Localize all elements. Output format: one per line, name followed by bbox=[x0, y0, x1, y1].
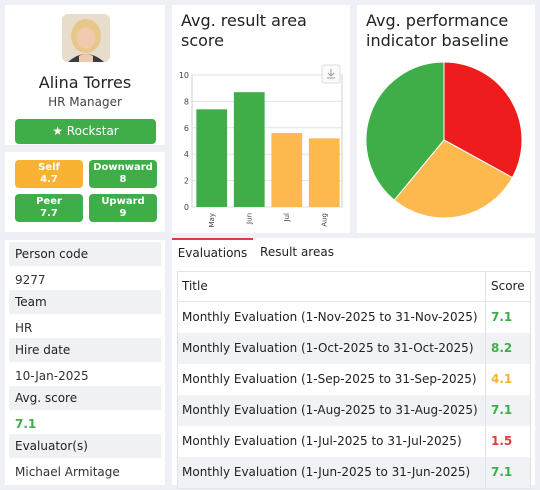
avatar-image bbox=[62, 14, 110, 62]
pie-chart-title: Avg. performance indicator baseline bbox=[366, 11, 509, 50]
x-tick-label: Aug bbox=[320, 213, 328, 227]
stat-downward-label: Downward bbox=[93, 162, 153, 173]
table-row[interactable]: Monthly Evaluation (1-Oct-2025 to 31-Oct… bbox=[177, 333, 531, 364]
person-code-value: 9277 bbox=[15, 273, 46, 287]
column-divider bbox=[485, 426, 486, 457]
y-tick-label: 0 bbox=[184, 203, 189, 212]
stat-upward-value: 9 bbox=[119, 208, 127, 219]
stat-self-label: Self bbox=[38, 162, 60, 173]
column-divider bbox=[485, 457, 486, 488]
row-title: Monthly Evaluation (1-Sep-2025 to 31-Sep… bbox=[182, 372, 477, 386]
chart-menu-icon[interactable] bbox=[321, 64, 341, 84]
table-header-row: Title Score bbox=[177, 271, 531, 302]
result-area-chart-card: Avg. result area score 0 2 4 6 8 10 May Jun Jul A… bbox=[172, 5, 350, 233]
pie-slice-2[interactable] bbox=[365, 61, 445, 201]
x-tick-label: Jun bbox=[245, 213, 253, 225]
avatar bbox=[62, 14, 110, 62]
column-divider bbox=[485, 395, 486, 426]
profile-name: Alina Torres bbox=[38, 73, 132, 92]
y-tick-label: 8 bbox=[184, 97, 189, 106]
tab-bar: Evaluations Result areas bbox=[172, 238, 535, 266]
y-tick-label: 4 bbox=[184, 150, 189, 159]
stat-peer[interactable]: Peer 7.7 bbox=[15, 194, 83, 222]
row-title: Monthly Evaluation (1-Jul-2025 to 31-Jul… bbox=[182, 434, 462, 448]
avg-score-label: Avg. score bbox=[9, 386, 161, 410]
stat-upward-label: Upward bbox=[101, 196, 145, 207]
bar-jul[interactable] bbox=[271, 133, 303, 207]
stat-downward[interactable]: Downward 8 bbox=[89, 160, 157, 188]
profile-card: Alina Torres HR Manager ★ Rockstar bbox=[5, 5, 165, 145]
row-title: Monthly Evaluation (1-Aug-2025 to 31-Aug… bbox=[182, 403, 478, 417]
evaluations-panel: Evaluations Result areas Title Score Mon… bbox=[172, 238, 535, 489]
column-divider bbox=[485, 364, 486, 395]
x-tick-label: May bbox=[208, 213, 216, 227]
row-title: Monthly Evaluation (1-Nov-2025 to 31-Nov… bbox=[182, 310, 478, 324]
person-code-label: Person code bbox=[9, 242, 161, 266]
row-score: 7.1 bbox=[491, 403, 513, 417]
pie-slice-1[interactable] bbox=[393, 139, 514, 219]
bar-aug[interactable] bbox=[308, 138, 340, 207]
tab-evaluations[interactable]: Evaluations bbox=[172, 238, 253, 266]
person-info-card: Person code 9277 Team HR Hire date 10-Ja… bbox=[5, 240, 165, 485]
pie-chart bbox=[365, 61, 523, 219]
row-score: 7.1 bbox=[491, 310, 513, 324]
stat-downward-value: 8 bbox=[119, 174, 127, 185]
row-title: Monthly Evaluation (1-Jun-2025 to 31-Jun… bbox=[182, 465, 471, 479]
row-title: Monthly Evaluation (1-Oct-2025 to 31-Oct… bbox=[182, 341, 474, 355]
y-tick-label: 6 bbox=[184, 124, 189, 133]
performance-indicator-chart-card: Avg. performance indicator baseline bbox=[357, 5, 535, 233]
hire-date-value: 10-Jan-2025 bbox=[15, 369, 89, 383]
bar-jun[interactable] bbox=[233, 92, 265, 207]
bar-may[interactable] bbox=[196, 109, 228, 207]
row-score: 4.1 bbox=[491, 372, 513, 386]
feedback-stats-card: Self 4.7 Downward 8 Peer 7.7 Upward 9 bbox=[5, 152, 165, 232]
y-tick-label: 10 bbox=[179, 71, 189, 80]
table-row[interactable]: Monthly Evaluation (1-Jun-2025 to 31-Jun… bbox=[177, 457, 531, 488]
row-score: 8.2 bbox=[491, 341, 513, 355]
column-divider bbox=[485, 302, 486, 333]
x-tick-label: Jul bbox=[283, 213, 291, 223]
pie-slice-0[interactable] bbox=[443, 61, 523, 179]
bar-chart-title: Avg. result area score bbox=[181, 11, 307, 50]
table-row[interactable]: Monthly Evaluation (1-Sep-2025 to 31-Sep… bbox=[177, 364, 531, 395]
table-row[interactable]: Monthly Evaluation (1-Jul-2025 to 31-Jul… bbox=[177, 426, 531, 457]
tab-result-areas[interactable]: Result areas bbox=[260, 245, 334, 259]
stat-peer-label: Peer bbox=[36, 196, 62, 207]
evaluators-value: Michael Armitage bbox=[15, 465, 120, 479]
evaluators-label: Evaluator(s) bbox=[9, 434, 161, 458]
profile-role: HR Manager bbox=[48, 95, 122, 109]
stat-self-value: 4.7 bbox=[40, 174, 58, 185]
stat-upward[interactable]: Upward 9 bbox=[89, 194, 157, 222]
header-title: Title bbox=[182, 279, 208, 293]
team-label: Team bbox=[9, 290, 161, 314]
column-divider bbox=[485, 333, 486, 364]
table-row[interactable]: Monthly Evaluation (1-Aug-2025 to 31-Aug… bbox=[177, 395, 531, 426]
team-value: HR bbox=[15, 321, 33, 335]
row-score: 1.5 bbox=[491, 434, 513, 448]
column-divider bbox=[485, 271, 486, 301]
stat-peer-value: 7.7 bbox=[40, 208, 58, 219]
table-row[interactable]: Monthly Evaluation (1-Nov-2025 to 31-Nov… bbox=[177, 302, 531, 333]
row-score: 7.1 bbox=[491, 465, 513, 479]
header-score: Score bbox=[491, 279, 525, 293]
avg-score-value: 7.1 bbox=[15, 417, 37, 431]
hire-date-label: Hire date bbox=[9, 338, 161, 362]
stat-self[interactable]: Self 4.7 bbox=[15, 160, 83, 188]
rockstar-badge-button[interactable]: ★ Rockstar bbox=[15, 119, 156, 144]
y-tick-label: 2 bbox=[184, 177, 189, 186]
bar-chart: 0 2 4 6 8 10 May Jun Jul Aug bbox=[179, 64, 343, 227]
